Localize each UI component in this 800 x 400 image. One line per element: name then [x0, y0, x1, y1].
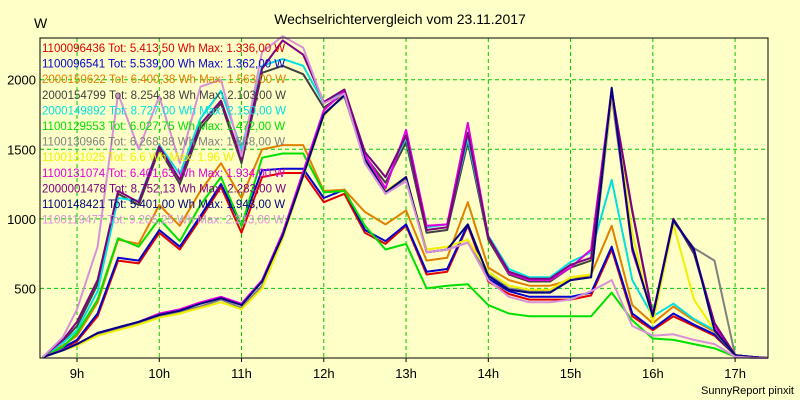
series-group: [41, 35, 769, 359]
legend-entry: 1100129553 Tot: 6.027,75 Wh Max: 1.472,0…: [42, 121, 285, 133]
x-tick-label: 16h: [642, 366, 664, 381]
series-line-1100096541: [42, 167, 769, 359]
series-line-1100119477: [41, 35, 768, 359]
legend-entry: 1100131025 Tot: 6.6 Wh Max: 1.96 W: [42, 152, 234, 164]
series-line-1100129553: [42, 152, 768, 359]
x-tick-label: 13h: [395, 366, 417, 381]
x-tick-label: 12h: [313, 366, 335, 381]
legend-entry: 2000154799 Tot: 8.254,38 Wh Max: 2.103,0…: [42, 90, 286, 102]
series-line-1100148421: [42, 86, 769, 359]
y-axis-label: W: [34, 15, 48, 31]
plot-frame: [39, 37, 769, 359]
legend-entry: 1100119477 Tot: 9.205,25 Wh Max: 2.313,0…: [42, 215, 284, 227]
x-tick-label: 14h: [477, 366, 499, 381]
legend-entry: 2000001478 Tot: 8.752,13 Wh Max: 2.283,0…: [42, 183, 286, 195]
footer-credit: SunnyReport pinxit: [701, 385, 794, 397]
legend-entry: 2000149892 Tot: 8.727,00 Wh Max: 2.150,0…: [42, 105, 286, 117]
legend-entry: 1100131074 Tot: 6.401,63 Wh Max: 1.934,0…: [42, 168, 285, 180]
x-tick-label: 9h: [70, 366, 84, 381]
legend: 1100096436 Tot: 5.413,50 Wh Max: 1.336,0…: [42, 43, 286, 227]
y-tick-label: 1000: [7, 212, 36, 227]
x-tick-label: 11h: [231, 366, 252, 381]
y-tick-label: 500: [14, 281, 36, 296]
x-tick-label: 17h: [724, 366, 746, 381]
legend-entry: 1100096436 Tot: 5.413,50 Wh Max: 1.336,0…: [42, 43, 285, 55]
chart-title: Wechselrichtervergleich vom 23.11.2017: [274, 11, 526, 27]
y-tick-label: 2000: [7, 73, 36, 88]
y-tick-label: 1500: [7, 142, 36, 157]
legend-entry: 1100148421 Tot: 5.401,00 Wh Max: 1.943,0…: [42, 199, 285, 211]
legend-entry: 2000150622 Tot: 6.400,38 Wh Max: 1.563,0…: [42, 74, 286, 86]
x-tick-label: 10h: [148, 366, 170, 381]
ticks: 500 1000 1500 2000 9h 10h 11h 12h 13h 14h 15h 16h 17…: [7, 73, 746, 381]
legend-entry: 1100130966 Tot: 6.268,88 Wh Max: 1.888,0…: [42, 137, 285, 149]
x-tick-label: 15h: [560, 366, 582, 381]
legend-entry: 1100096541 Tot: 5.539,00 Wh Max: 1.362,0…: [42, 59, 285, 71]
